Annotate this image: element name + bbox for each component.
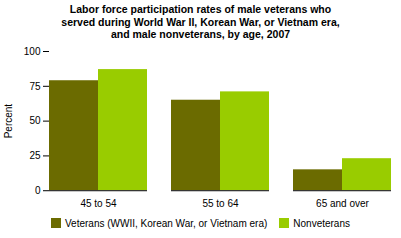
html-text:Nonveterans: Nonveterans [293, 217, 350, 229]
svg-text:55 to 64: 55 to 64 [202, 198, 239, 209]
html-text:Veterans (WWII, Korean War, or: Veterans (WWII, Korean War, or Vietnam e… [65, 217, 268, 229]
svg-text:50: 50 [29, 115, 41, 126]
svg-text:25: 25 [29, 150, 41, 161]
html-text:and male nonveterans, by age,: and male nonveterans, by age, 2007 [110, 28, 291, 41]
html-text:Labor force participation rate: Labor force participation rates of male … [69, 3, 332, 15]
svg-text:45 to 54: 45 to 54 [80, 198, 117, 209]
html-text:served during World War II, Ko: served during World War II, Korean War, … [61, 15, 340, 28]
svg-text:100: 100 [24, 45, 41, 56]
svg-text:0: 0 [35, 185, 41, 196]
svg-text:Percent: Percent [3, 103, 14, 138]
svg-text:65 and over: 65 and over [316, 198, 369, 209]
svg-text:75: 75 [29, 80, 41, 91]
